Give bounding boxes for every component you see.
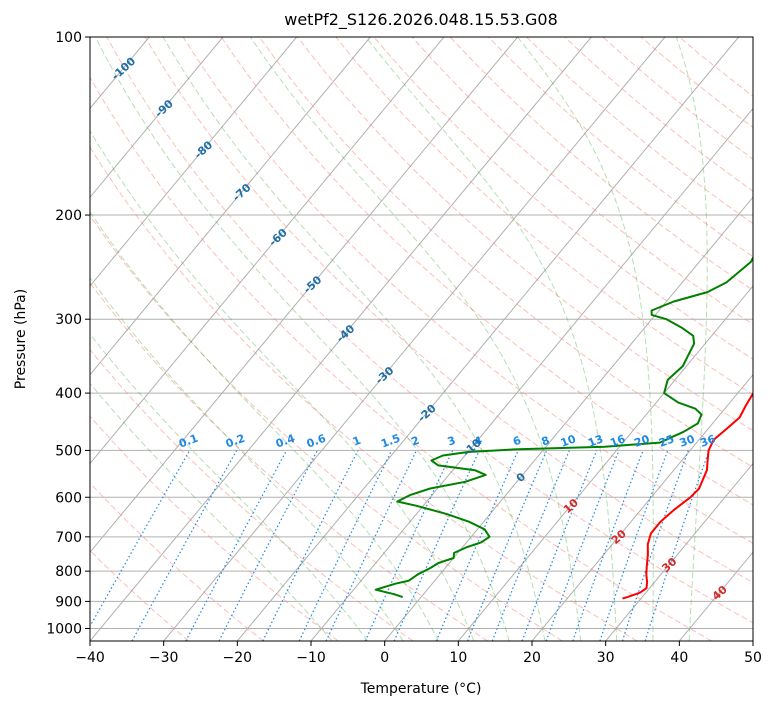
skewed-isotherm	[90, 37, 592, 641]
mixing-ratio-label: 0.6	[305, 432, 328, 451]
dry-adiabat	[106, 37, 753, 624]
skewed-isotherm	[384, 196, 753, 641]
temperature-profile-line	[622, 391, 753, 600]
dry-adiabat	[220, 37, 753, 506]
y-tick-label: 800	[55, 564, 82, 580]
x-tick-label: −10	[296, 650, 326, 666]
dry-adiabat	[411, 37, 753, 326]
skewed-isotherm	[605, 462, 753, 641]
mixing-ratio-label: 0.1	[177, 432, 200, 451]
skewed-isotherm	[531, 373, 753, 641]
y-tick-label: 200	[55, 208, 82, 224]
skewed-isotherm	[90, 37, 298, 287]
dry-adiabat	[373, 37, 753, 360]
dry-adiabat	[602, 37, 753, 160]
moist-adiabat	[162, 37, 546, 641]
dry-adiabat	[90, 482, 264, 641]
x-tick-label: 30	[597, 650, 615, 666]
dry-adiabat	[297, 37, 753, 432]
skewed-isotherm	[90, 37, 371, 376]
dry-adiabat	[90, 348, 414, 641]
moist-adiabat	[249, 37, 582, 641]
mixing-ratio-line	[572, 450, 644, 641]
y-tick-label: 1000	[46, 621, 82, 637]
x-tick-label: 0	[380, 650, 389, 666]
skewed-isotherm	[236, 37, 740, 641]
mixing-ratio-label: 1.5	[379, 432, 402, 451]
mixing-ratio-line	[599, 450, 669, 641]
mixing-ratio-label: 10	[559, 432, 578, 450]
dry-adiabat	[564, 37, 753, 192]
y-tick-label: 600	[55, 490, 82, 506]
mixing-ratio-label: 25	[657, 432, 676, 449]
plot-frame	[89, 36, 754, 642]
dry-adiabat	[90, 146, 638, 641]
y-tick-label: 700	[55, 530, 82, 546]
mixing-ratio-label: 4	[472, 434, 484, 449]
mixing-ratio-label: 0.4	[274, 432, 297, 451]
x-tick-label: −30	[149, 650, 179, 666]
mixing-ratio-label: 1	[351, 434, 363, 449]
moist-adiabat	[517, 37, 654, 641]
x-tick-label: −20	[223, 650, 253, 666]
mixing-ratio-label: 20	[633, 432, 652, 450]
chart-title: wetPf2_S126.2026.048.15.53.G08	[284, 10, 558, 30]
mixing-ratio-line	[262, 450, 359, 641]
x-tick-label: 10	[449, 650, 467, 666]
moist-adiabat	[90, 382, 333, 641]
moist-adiabat	[365, 37, 618, 641]
dry-adiabat	[144, 37, 753, 584]
dry-adiabat	[90, 76, 712, 641]
mixing-ratio-label: 36	[698, 432, 717, 450]
x-tick-label: −40	[75, 650, 105, 666]
dry-adiabat	[258, 37, 753, 468]
mixing-ratio-line	[435, 450, 519, 641]
moist-adiabat	[90, 210, 439, 641]
dewpoint-profile-line	[374, 255, 753, 599]
mixing-ratio-label: 6	[511, 434, 523, 449]
mixing-ratio-line	[393, 450, 480, 641]
mixing-ratio-label: 3	[446, 434, 458, 449]
mixing-ratio-line	[90, 450, 191, 628]
mixing-ratio-label: 13	[586, 432, 605, 449]
mixing-ratio-label: 2	[410, 434, 422, 449]
y-axis-label: Pressure (hPa)	[13, 289, 29, 389]
y-tick-label: 900	[55, 594, 82, 610]
mixing-ratio-label: 8	[540, 434, 552, 449]
dry-adiabat	[90, 282, 488, 641]
skewed-isotherm	[457, 285, 753, 641]
moist-adiabat	[675, 37, 708, 641]
mixing-ratio-line	[621, 450, 689, 641]
mixing-ratio-line	[298, 450, 393, 641]
skewed-isotherm	[90, 37, 519, 554]
skewed-isotherm	[90, 37, 445, 465]
dry-adiabat	[335, 37, 753, 396]
mixing-ratio-label: 0.2	[224, 432, 247, 451]
mixing-ratio-line	[325, 450, 418, 641]
moist-adiabat	[90, 129, 475, 641]
mixing-ratio-line	[644, 450, 710, 641]
mixing-ratio-line	[131, 450, 238, 641]
x-tick-label: 50	[744, 650, 762, 666]
y-tick-label: 100	[55, 30, 82, 46]
x-tick-label: 40	[670, 650, 688, 666]
dry-adiabat	[449, 37, 753, 291]
skewed-isotherm	[163, 37, 666, 641]
moist-adiabat	[94, 37, 510, 641]
y-tick-label: 300	[55, 312, 82, 328]
x-tick-label: 20	[523, 650, 541, 666]
mixing-ratio-label: 30	[678, 432, 697, 450]
skewed-isotherm	[90, 37, 224, 199]
mixing-ratio-label: 16	[608, 432, 627, 450]
moist-adiabat	[90, 277, 404, 641]
y-tick-label: 500	[55, 443, 82, 459]
y-tick-label: 400	[55, 386, 82, 402]
moist-adiabat	[90, 333, 369, 641]
dry-adiabat	[182, 37, 753, 544]
mixing-ratio-line	[364, 450, 454, 641]
dry-adiabat	[90, 214, 563, 641]
x-axis-label: Temperature (°C)	[360, 681, 482, 697]
